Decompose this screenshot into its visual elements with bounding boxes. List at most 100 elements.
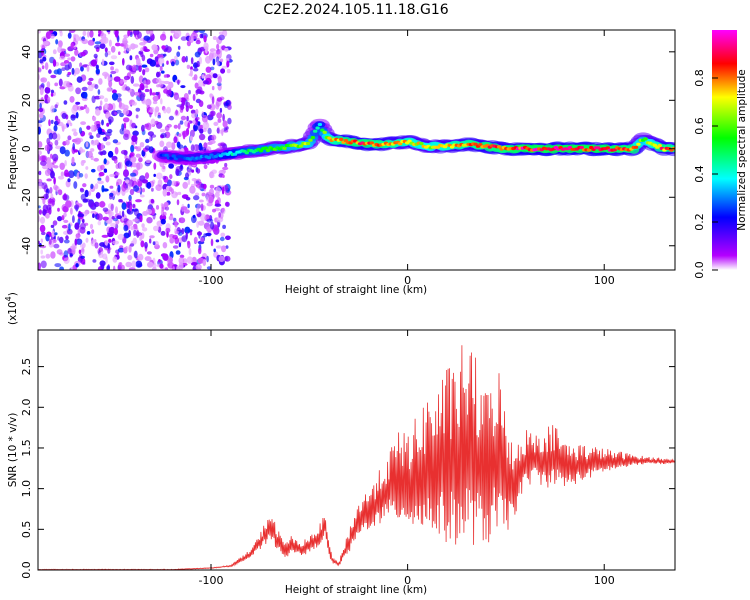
heatmap-cell bbox=[58, 175, 65, 180]
heatmap-cell bbox=[59, 86, 66, 90]
heatmap-cell bbox=[203, 80, 209, 85]
heatmap-cell bbox=[152, 100, 158, 105]
colorbar-ticks: 0.0 0.2 0.4 0.6 0.8 bbox=[693, 69, 718, 279]
heatmap-cell bbox=[48, 238, 52, 245]
heatmap-cell bbox=[102, 137, 108, 142]
heatmap-cell bbox=[38, 113, 44, 119]
heatmap-cell bbox=[52, 238, 57, 244]
heatmap-cell bbox=[63, 257, 70, 264]
heatmap-cell bbox=[63, 239, 70, 244]
heatmap-cell bbox=[166, 191, 171, 196]
heatmap-cell bbox=[132, 44, 139, 49]
heatmap-cell bbox=[203, 142, 208, 149]
heatmap-cell bbox=[125, 64, 132, 71]
heatmap-cell bbox=[57, 118, 61, 125]
heatmap-cell bbox=[63, 100, 68, 105]
heatmap-cell bbox=[118, 51, 121, 55]
heatmap-cell bbox=[166, 179, 172, 187]
heatmap-cell bbox=[97, 180, 104, 185]
heatmap-cell bbox=[226, 68, 231, 74]
heatmap-cell bbox=[136, 57, 141, 66]
heatmap-cell bbox=[129, 188, 135, 196]
heatmap-cell bbox=[71, 106, 78, 115]
heatmap-cell bbox=[221, 65, 228, 69]
heatmap-cell bbox=[189, 69, 193, 77]
heatmap-cell bbox=[122, 108, 130, 116]
heatmap-cell bbox=[203, 42, 209, 50]
heatmap-cell bbox=[115, 109, 122, 114]
heatmap-cell bbox=[140, 84, 145, 91]
heatmap-cell bbox=[214, 203, 222, 207]
x-tick-label: -100 bbox=[199, 574, 224, 587]
heatmap-cell bbox=[48, 69, 52, 74]
heatmap-cell bbox=[138, 65, 142, 73]
heatmap-cell bbox=[92, 259, 97, 263]
heatmap-cell bbox=[197, 220, 205, 226]
heatmap-cell bbox=[155, 91, 159, 96]
heatmap-cell bbox=[133, 208, 140, 216]
heatmap-cell bbox=[103, 168, 108, 173]
y-tick-label: 0.5 bbox=[20, 521, 33, 539]
heatmap-cell bbox=[50, 105, 55, 114]
heatmap-cell bbox=[155, 106, 160, 113]
heatmap-cell bbox=[320, 128, 325, 132]
heatmap-cell bbox=[159, 65, 163, 72]
heatmap-cell bbox=[201, 111, 204, 117]
heatmap-cell bbox=[120, 79, 124, 85]
heatmap-cell bbox=[40, 249, 43, 255]
heatmap-cell bbox=[107, 88, 113, 92]
heatmap-cell bbox=[193, 67, 199, 72]
heatmap-cell bbox=[497, 145, 502, 149]
heatmap-cell bbox=[115, 163, 120, 169]
heatmap-cell bbox=[119, 112, 124, 118]
colorbar-label: Normalized spectral amplitude bbox=[736, 69, 748, 230]
heatmap-cell bbox=[216, 112, 223, 119]
heatmap-cell bbox=[80, 121, 86, 125]
heatmap-cell bbox=[220, 68, 226, 74]
heatmap-cell bbox=[53, 69, 60, 75]
heatmap-cell bbox=[44, 144, 50, 152]
heatmap-cell bbox=[193, 236, 198, 244]
heatmap-cell bbox=[150, 198, 155, 204]
heatmap-cell bbox=[98, 78, 103, 85]
heatmap-cell bbox=[81, 38, 88, 45]
heatmap-cell bbox=[114, 146, 119, 155]
heatmap-cell bbox=[310, 135, 316, 140]
colorbar-tick-label: 0.4 bbox=[693, 165, 706, 183]
heatmap-cell bbox=[221, 245, 227, 253]
heatmap-cell bbox=[141, 188, 145, 193]
heatmap-cell bbox=[57, 207, 60, 212]
heatmap-cell bbox=[46, 162, 53, 169]
heatmap-cell bbox=[51, 153, 59, 161]
heatmap-cell bbox=[130, 156, 137, 163]
heatmap-cell bbox=[195, 207, 200, 214]
heatmap-cell bbox=[71, 156, 75, 165]
heatmap-cell bbox=[114, 30, 119, 38]
heatmap-cell bbox=[193, 74, 198, 81]
snr-panel: -100 0 100 0.0 0.5 1.0 1.5 2.0 2.5 Height of str… bbox=[4, 292, 676, 596]
heatmap-cell bbox=[106, 122, 110, 127]
heatmap-cell bbox=[419, 142, 424, 146]
heatmap-cell bbox=[50, 153, 53, 159]
heatmap-cell bbox=[94, 41, 102, 45]
heatmap-cell bbox=[179, 97, 187, 103]
snr-ylabel: SNR (10 * v/v) bbox=[7, 413, 19, 488]
heatmap-cell bbox=[181, 56, 187, 63]
heatmap-cell bbox=[102, 188, 109, 192]
heatmap-cell bbox=[156, 71, 160, 78]
heatmap-cell bbox=[184, 209, 190, 214]
heatmap-cell bbox=[224, 256, 228, 262]
heatmap-cell bbox=[128, 267, 136, 270]
heatmap-cell bbox=[194, 51, 201, 58]
heatmap-cell bbox=[80, 51, 86, 57]
heatmap-cell bbox=[123, 43, 127, 51]
heatmap-cell bbox=[136, 230, 140, 238]
heatmap-cell bbox=[397, 142, 403, 146]
heatmap-cell bbox=[169, 156, 174, 160]
heatmap-cell bbox=[101, 36, 107, 44]
heatmap-cell bbox=[67, 71, 72, 76]
heatmap-cell bbox=[85, 142, 89, 147]
heatmap-cell bbox=[612, 148, 617, 152]
x-tick-label: -100 bbox=[199, 274, 224, 287]
heatmap-cell bbox=[120, 149, 128, 155]
